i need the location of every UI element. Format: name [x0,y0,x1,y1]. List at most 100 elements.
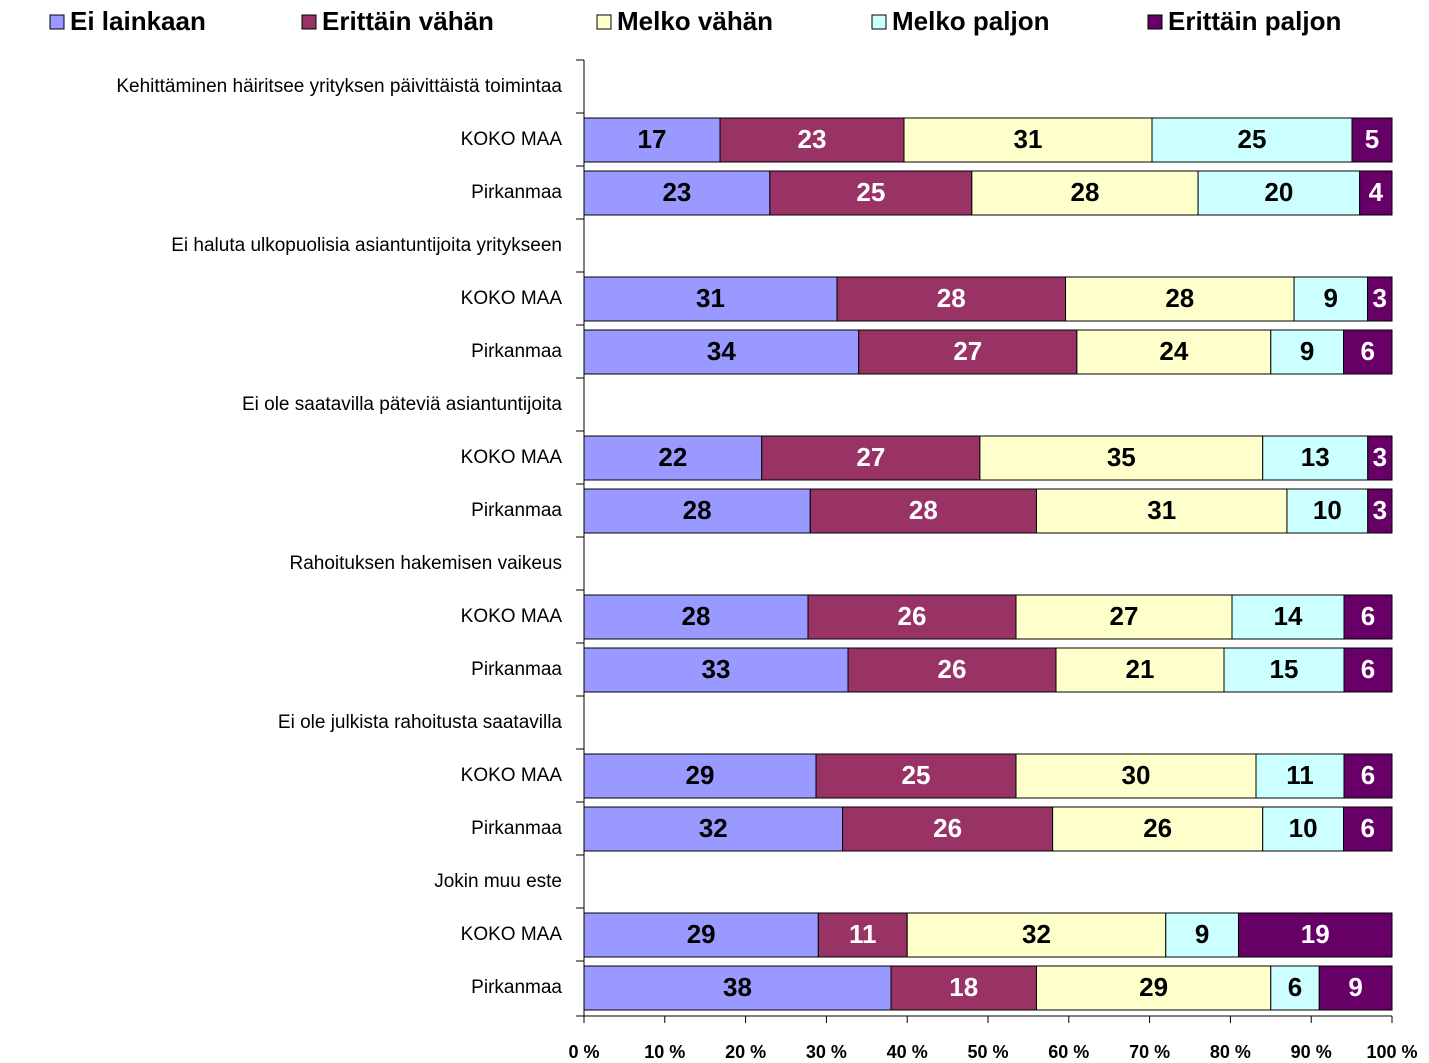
bar-segment [1367,488,1393,534]
bar-segment [583,965,892,1011]
bar-segment [847,647,1057,693]
bar-segment [1343,647,1393,693]
x-tick-label: 50 % [967,1042,1008,1062]
data-label: 25 [902,760,931,790]
bar-segment [1262,806,1345,852]
data-label: 28 [1070,177,1099,207]
data-label: 23 [662,177,691,207]
category-label: Pirkanmaa [471,659,562,680]
bar-segment [1343,329,1393,375]
category-label: KOKO MAA [461,924,563,945]
data-label: 27 [953,336,982,366]
bar-segment [858,329,1078,375]
data-label: 21 [1126,654,1155,684]
bar-segment [1367,276,1393,322]
data-label: 28 [937,283,966,313]
category-label: KOKO MAA [461,288,563,309]
bar-segment [583,488,811,534]
data-label: 27 [856,442,885,472]
category-label: Kehittäminen häiritsee yrityksen päivitt… [116,76,562,97]
data-label: 31 [1147,495,1176,525]
bar-segment [761,435,981,481]
data-label: 20 [1264,177,1293,207]
data-label: 29 [687,919,716,949]
category-label: Pirkanmaa [471,818,562,839]
bar-segment [583,594,809,640]
legend-label: Ei lainkaan [70,6,206,36]
data-label: 26 [898,601,927,631]
data-label: 9 [1300,336,1314,366]
bar-segment [1151,117,1353,163]
data-label: 32 [1022,919,1051,949]
category-label: Pirkanmaa [471,341,562,362]
data-label: 6 [1361,654,1375,684]
category-label: Rahoituksen hakemisen vaikeus [290,553,563,574]
bar-segment [1318,965,1393,1011]
data-label: 6 [1361,601,1375,631]
bar-segment [890,965,1037,1011]
bar-segment [1255,753,1345,799]
data-label: 28 [909,495,938,525]
bar-segment [979,435,1264,481]
bar-segment [903,117,1153,163]
data-label: 29 [1139,972,1168,1002]
data-label: 9 [1324,283,1338,313]
data-label: 33 [702,654,731,684]
x-tick-label: 60 % [1048,1042,1089,1062]
data-label: 5 [1365,124,1379,154]
bar-segment [719,117,905,163]
bar-segment [1076,329,1272,375]
bar-segment [1223,647,1345,693]
data-label: 3 [1373,495,1387,525]
bar-segment [1343,806,1393,852]
bar-segment [1270,965,1320,1011]
data-label: 3 [1373,283,1387,313]
category-label: Ei ole julkista rahoitusta saatavilla [278,712,563,733]
bar-segment [1237,912,1393,958]
x-tick-label: 0 % [568,1042,599,1062]
bar-segment [583,276,838,322]
data-label: 6 [1288,972,1302,1002]
bar-segment [1367,435,1393,481]
data-label: 35 [1107,442,1136,472]
category-label: Ei haluta ulkopuolisia asiantuntijoita y… [171,235,562,256]
data-label: 10 [1289,813,1318,843]
data-label: 17 [638,124,667,154]
data-label: 6 [1361,336,1375,366]
category-label: KOKO MAA [461,765,563,786]
bar-segment [1052,806,1264,852]
data-label: 13 [1301,442,1330,472]
category-label: KOKO MAA [461,606,563,627]
bar-segment [583,806,844,852]
data-label: 38 [723,972,752,1002]
bar-segment [583,912,819,958]
category-label: Pirkanmaa [471,977,562,998]
legend-label: Melko vähän [617,6,773,36]
legend-swatch [1147,14,1163,30]
bar-segment [583,117,721,163]
data-label: 15 [1270,654,1299,684]
data-label: 24 [1159,336,1188,366]
data-label: 19 [1301,919,1330,949]
category-label: Ei ole saatavilla päteviä asiantuntijoit… [242,394,562,415]
data-label: 9 [1348,972,1362,1002]
data-label: 26 [1143,813,1172,843]
x-tick-label: 100 % [1366,1042,1417,1062]
data-label: 6 [1361,813,1375,843]
data-label: 9 [1195,919,1209,949]
category-label: Jokin muu este [434,871,562,892]
data-label: 28 [683,495,712,525]
x-tick-label: 40 % [887,1042,928,1062]
x-tick-label: 20 % [725,1042,766,1062]
bar-segment [1035,965,1272,1011]
x-tick-label: 30 % [806,1042,847,1062]
bar-segment [1231,594,1345,640]
x-tick-label: 10 % [644,1042,685,1062]
category-label: Pirkanmaa [471,182,562,203]
legend-label: Erittäin paljon [1168,6,1341,36]
bar-segment [1343,753,1393,799]
data-label: 34 [707,336,736,366]
data-label: 3 [1373,442,1387,472]
legend-swatch [596,14,612,30]
data-label: 4 [1369,177,1384,207]
